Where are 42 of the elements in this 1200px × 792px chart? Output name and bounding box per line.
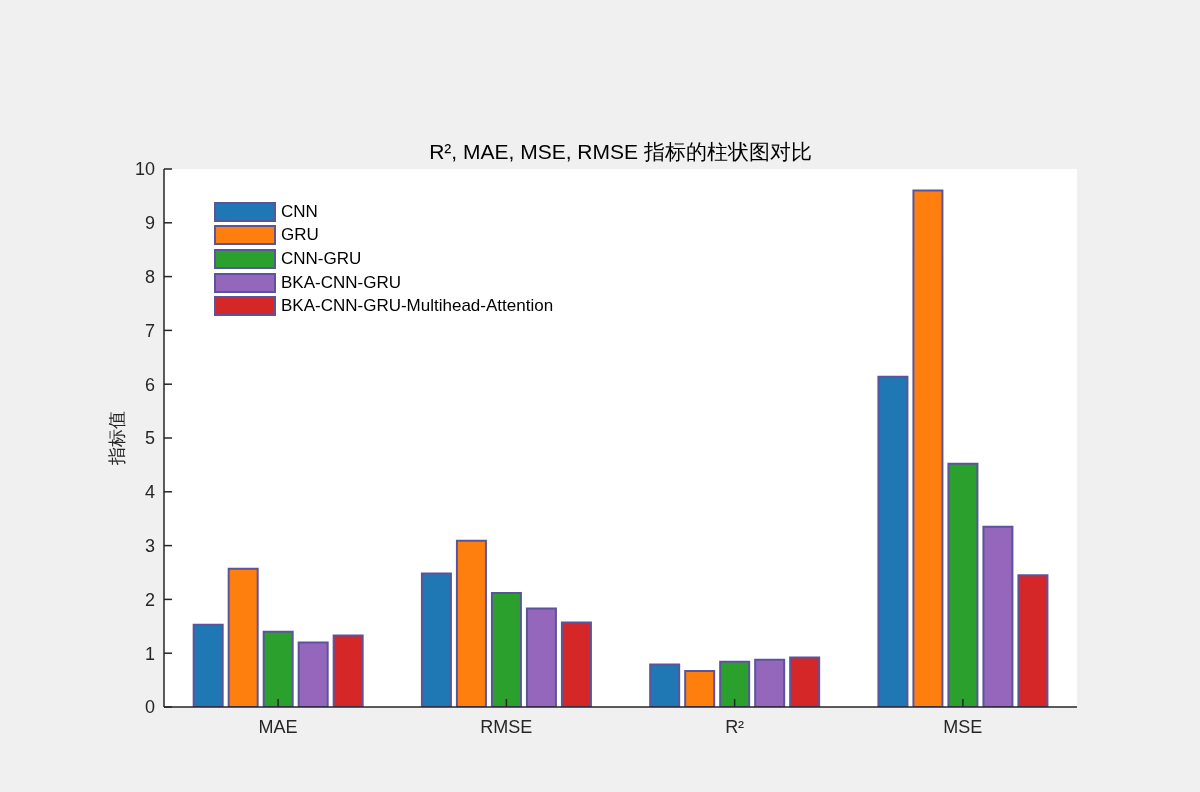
legend-label: GRU xyxy=(281,225,319,246)
y-tick-label: 0 xyxy=(144,697,155,718)
bar xyxy=(297,641,329,707)
legend-label: BKA-CNN-GRU xyxy=(281,272,401,293)
y-tick-label: 6 xyxy=(144,374,155,395)
bar xyxy=(192,623,224,707)
bar xyxy=(490,591,522,707)
bar xyxy=(877,375,909,707)
bar xyxy=(912,189,944,707)
chart-title: R², MAE, MSE, RMSE 指标的柱状图对比 xyxy=(428,139,813,165)
y-tick-label: 5 xyxy=(144,428,155,449)
bar xyxy=(455,539,487,707)
y-tick-label: 1 xyxy=(144,643,155,664)
bar xyxy=(332,634,364,707)
bar xyxy=(947,462,979,707)
y-tick-label: 3 xyxy=(144,535,155,556)
legend-label: BKA-CNN-GRU-Multihead-Attention xyxy=(281,296,554,317)
x-tick-label: R² xyxy=(725,716,745,737)
x-tick-label: RMSE xyxy=(480,716,533,737)
bar xyxy=(649,663,681,707)
bar xyxy=(719,660,751,707)
y-tick-label: 10 xyxy=(134,159,155,180)
bar xyxy=(684,669,716,707)
legend-label: CNN xyxy=(281,201,318,222)
y-tick-label: 4 xyxy=(144,482,155,503)
bar xyxy=(227,567,259,707)
bar xyxy=(754,658,786,707)
bar xyxy=(982,525,1014,707)
y-tick-label: 9 xyxy=(144,213,155,234)
x-tick-label: MAE xyxy=(258,716,298,737)
bar xyxy=(1017,574,1049,707)
x-tick-label: MSE xyxy=(943,716,983,737)
bar xyxy=(420,572,452,707)
bar xyxy=(262,630,294,707)
bar xyxy=(525,607,557,707)
bar xyxy=(560,621,592,707)
y-axis-title: 指标值 xyxy=(107,411,128,466)
y-tick-label: 8 xyxy=(144,266,155,287)
bar xyxy=(789,656,821,707)
y-tick-label: 2 xyxy=(144,589,155,610)
legend-label: CNN-GRU xyxy=(281,248,362,269)
y-tick-label: 7 xyxy=(144,320,155,341)
